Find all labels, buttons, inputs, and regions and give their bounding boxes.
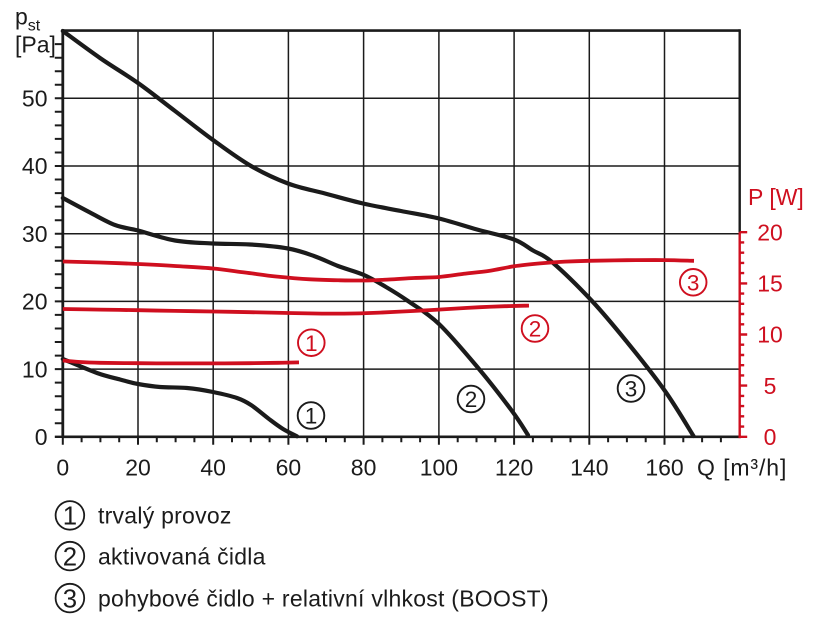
svg-text:20: 20 bbox=[125, 454, 151, 480]
svg-text:30: 30 bbox=[22, 221, 48, 247]
svg-text:P [W]: P [W] bbox=[748, 184, 804, 210]
svg-text:80: 80 bbox=[351, 454, 377, 480]
svg-text:120: 120 bbox=[495, 454, 533, 480]
svg-text:5: 5 bbox=[764, 373, 777, 399]
svg-text:15: 15 bbox=[757, 271, 783, 297]
svg-text:160: 160 bbox=[645, 454, 683, 480]
svg-text:1: 1 bbox=[63, 503, 77, 531]
svg-text:140: 140 bbox=[570, 454, 608, 480]
svg-text:20: 20 bbox=[757, 219, 783, 245]
svg-text:2: 2 bbox=[529, 317, 542, 342]
svg-text:1: 1 bbox=[305, 404, 318, 429]
svg-text:1: 1 bbox=[305, 331, 318, 356]
svg-text:40: 40 bbox=[200, 454, 226, 480]
svg-text:0: 0 bbox=[56, 454, 69, 480]
svg-text:2: 2 bbox=[465, 387, 478, 412]
svg-text:0: 0 bbox=[764, 424, 777, 450]
svg-text:100: 100 bbox=[420, 454, 458, 480]
svg-text:trvalý provoz: trvalý provoz bbox=[98, 503, 232, 529]
svg-text:10: 10 bbox=[757, 322, 783, 348]
svg-text:20: 20 bbox=[22, 289, 48, 315]
svg-text:[Pa]: [Pa] bbox=[15, 31, 56, 57]
svg-text:Q [m³/h]: Q [m³/h] bbox=[697, 454, 787, 480]
svg-text:0: 0 bbox=[35, 424, 48, 450]
svg-text:2: 2 bbox=[63, 543, 77, 571]
svg-text:aktivovaná čidla: aktivovaná čidla bbox=[98, 543, 266, 569]
svg-text:3: 3 bbox=[687, 270, 700, 295]
svg-text:60: 60 bbox=[276, 454, 302, 480]
svg-text:3: 3 bbox=[625, 377, 638, 402]
svg-text:pohybové čidlo + relativní vlh: pohybové čidlo + relativní vlhkost (BOOS… bbox=[98, 585, 549, 611]
svg-text:10: 10 bbox=[22, 356, 48, 382]
svg-text:50: 50 bbox=[22, 86, 48, 112]
svg-text:3: 3 bbox=[63, 585, 77, 613]
svg-text:40: 40 bbox=[22, 153, 48, 179]
